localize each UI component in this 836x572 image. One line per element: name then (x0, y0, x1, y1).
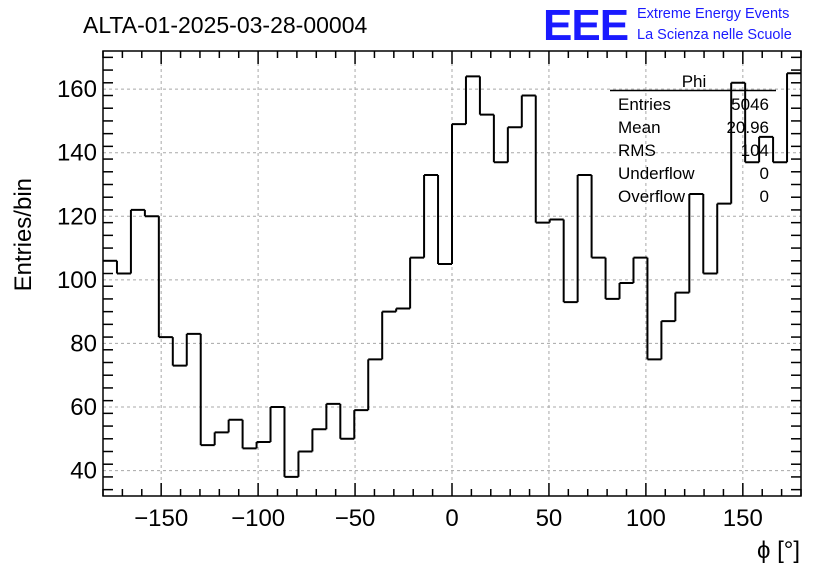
histogram-bin (311, 428, 327, 452)
histogram-bin (353, 409, 369, 439)
histogram-bin (618, 282, 634, 299)
stats-label: Underflow (618, 164, 695, 183)
stats-value: 104 (741, 141, 769, 160)
histogram-bin (688, 193, 704, 293)
stats-value: 5046 (731, 95, 769, 114)
histogram-bin (213, 431, 229, 446)
histogram-bin (660, 320, 676, 360)
histogram-bin (157, 216, 173, 339)
y-tick-label: 120 (57, 203, 97, 230)
histogram-bin (129, 208, 145, 274)
logo-line2: La Scienza nelle Scuole (637, 27, 792, 43)
histogram-bin (786, 72, 801, 163)
histogram-bin (590, 174, 606, 259)
x-tick-label: 100 (626, 505, 666, 532)
x-tick-label: −100 (231, 505, 285, 532)
histogram-bin (604, 257, 620, 300)
histogram-bin (506, 126, 522, 163)
stats-value: 0 (760, 164, 769, 183)
histogram-bin (115, 260, 131, 275)
grid (103, 51, 801, 496)
stats-rows: Entries 5046 Mean 20.96 RMS 104 Underflow 0 Over… (618, 95, 769, 206)
x-tick-label: 50 (536, 505, 563, 532)
histogram-bin (632, 256, 648, 284)
eee-logo: EEE Extreme Energy Events La Scienza nel… (543, 1, 792, 50)
histogram-bin (548, 218, 564, 223)
stats-box-name: Phi (682, 72, 707, 91)
stats-box: Phi Entries 5046 Mean 20.96 RMS 104 Underflow 0… (610, 72, 776, 206)
histogram-bin (730, 81, 746, 204)
axis-ticks (102, 51, 802, 496)
y-axis-title: Entries/bin (10, 178, 37, 291)
histogram-bin (758, 135, 774, 163)
histogram-bin (716, 202, 732, 274)
histogram-bin (185, 332, 201, 366)
histogram-bin (367, 358, 383, 411)
x-tick-label: 150 (723, 505, 763, 532)
histogram-bin (199, 333, 215, 447)
y-tick-label: 160 (57, 76, 97, 103)
histogram-bin (381, 310, 397, 360)
histogram-bin (283, 407, 299, 478)
y-tick-labels: 40 60 80 100 120 140 160 (57, 76, 97, 484)
y-tick-label: 140 (57, 140, 97, 167)
histogram-bin (395, 307, 411, 312)
y-tick-label: 100 (57, 267, 97, 294)
y-tick-label: 80 (70, 330, 97, 357)
y-tick-label: 60 (70, 394, 97, 421)
histogram-bin (646, 257, 662, 361)
histogram-bin (478, 76, 494, 116)
histogram-bin (702, 194, 718, 275)
y-tick-label: 40 (70, 458, 97, 485)
histogram-bin (143, 209, 159, 218)
logo-line1: Extreme Energy Events (637, 6, 789, 22)
x-tick-labels: −150 −100 −50 0 50 100 150 (134, 505, 763, 532)
histogram-bin (464, 75, 480, 125)
stats-value: 20.96 (726, 118, 769, 137)
histogram-bin (227, 418, 243, 433)
chart-title: ALTA-01-2025-03-28-00004 (83, 12, 367, 38)
x-tick-label: 0 (445, 505, 458, 532)
x-axis-title: ϕ [°] (757, 537, 800, 564)
histogram-bin (772, 136, 788, 164)
stats-value: 0 (760, 187, 769, 206)
histogram-bin (255, 440, 271, 449)
stats-label: RMS (618, 141, 656, 160)
logo-mark: EEE (543, 1, 628, 50)
histogram-bin (269, 406, 285, 442)
x-tick-label: −50 (335, 505, 376, 532)
x-tick-label: −150 (134, 505, 188, 532)
histogram-bin (241, 419, 257, 450)
histogram-bin (437, 174, 452, 265)
histogram-bin (744, 82, 760, 164)
histogram-bin (562, 219, 578, 304)
histogram-bin (171, 337, 187, 367)
histogram-bin (576, 173, 592, 303)
histogram-bin (674, 291, 690, 322)
histogram-bin (520, 94, 536, 128)
histogram-bin (534, 95, 550, 224)
histogram-bin (409, 256, 425, 309)
stats-label: Overflow (618, 187, 686, 206)
histogram-series (103, 72, 801, 478)
stats-label: Entries (618, 95, 671, 114)
histogram-bin (325, 402, 341, 430)
histogram-bin (451, 123, 466, 264)
histogram-bin (423, 173, 439, 258)
histogram-bin (339, 403, 355, 440)
histogram-bin (492, 114, 508, 164)
histogram-bin (297, 450, 313, 477)
stats-label: Mean (618, 118, 661, 137)
